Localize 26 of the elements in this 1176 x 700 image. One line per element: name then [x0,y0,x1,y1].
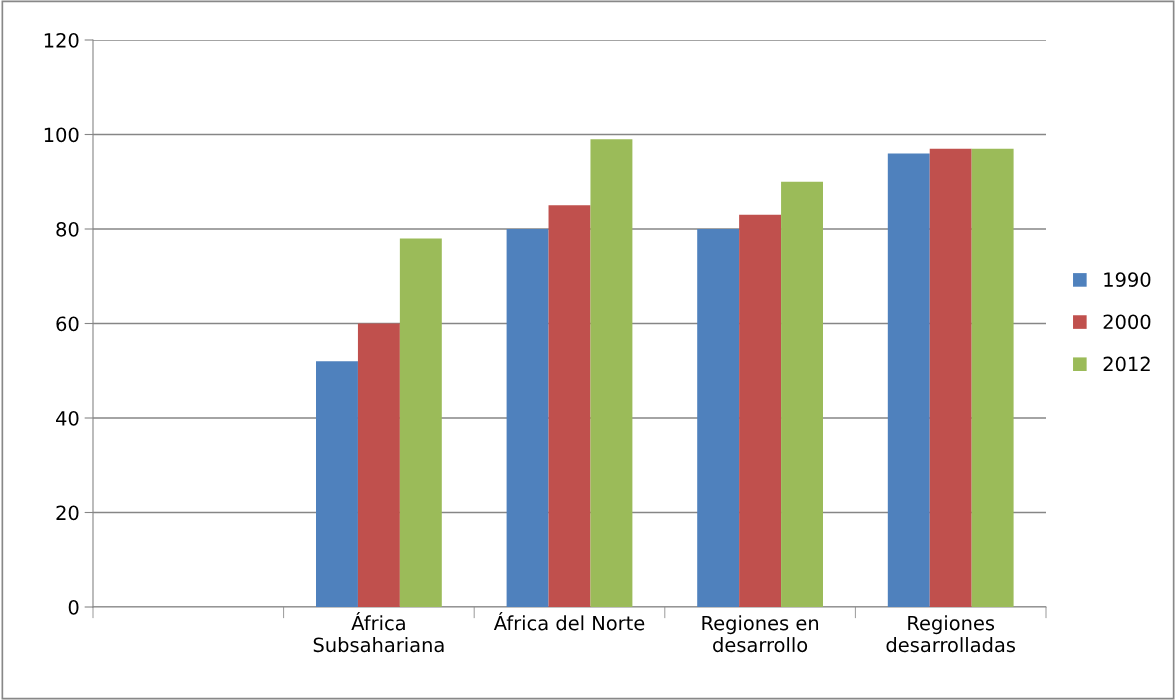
y-tick-label: 20 [56,505,79,521]
bar [548,205,591,607]
y-tick-label: 100 [44,127,79,143]
bar [399,238,442,607]
x-tick-label: Regiones desarrolladas [886,615,1016,653]
x-tick-label: África del Norte [493,612,645,631]
y-tick-label: 120 [44,32,79,48]
bar [887,153,930,607]
y-tick-label: 0 [68,599,79,615]
x-tick-label: Regiones en desarrollo [702,615,819,653]
legend-label: 2012 [1103,356,1150,372]
y-tick-label: 40 [56,410,79,426]
bar [590,139,633,607]
legend-label: 1990 [1104,272,1151,287]
bar [971,148,1014,607]
bar [316,361,358,607]
x-tick-label: África Subsahariana [313,612,444,653]
bar [739,214,782,607]
y-tick-label: 60 [56,316,79,332]
legend-label: 2000 [1103,314,1151,330]
bar [357,323,400,607]
y-tick-label: 80 [56,221,79,237]
bar [506,229,549,607]
bar [781,181,823,607]
bar [929,148,972,607]
bar [697,229,740,607]
